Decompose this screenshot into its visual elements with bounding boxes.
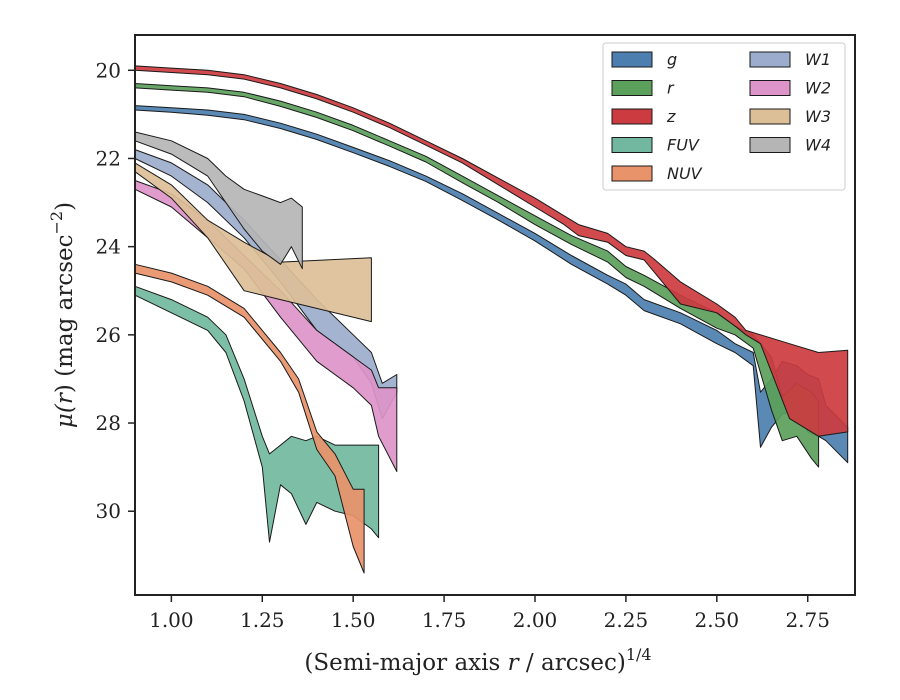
legend-swatch-r (611, 80, 653, 96)
legend: grz FUV NUV W1 W2 W3 W4 (602, 42, 846, 191)
band-g (134, 105, 849, 464)
legend-label-w4: W4 (805, 136, 831, 155)
legend-swatch-w4 (749, 137, 791, 153)
legend-label-fuv: FUV (667, 136, 700, 155)
y-tick-label: 28 (96, 411, 121, 435)
x-tick-label: 2.00 (513, 608, 558, 632)
x-tick-label: 2.50 (695, 608, 740, 632)
y-axis-label: μ(r) (mag arcsec−2) (47, 202, 78, 428)
band-fuv (134, 285, 380, 543)
band-z (134, 65, 849, 437)
x-axis-label: (Semi-major axis r / arcsec)1/4 (304, 645, 651, 676)
band-w4 (134, 131, 303, 270)
legend-label-nuv: NUV (667, 164, 703, 183)
legend-swatch-nuv (611, 165, 653, 182)
legend-swatch-z (611, 108, 653, 125)
x-tick-label: 2.75 (785, 608, 830, 632)
x-tick-label: 1.00 (149, 608, 194, 632)
x-axis-ticks: 1.00 1.25 1.50 1.75 2.00 2.25 2.50 2.75 (149, 595, 830, 632)
legend-swatch-w3 (749, 108, 791, 125)
plot-frame (134, 34, 856, 596)
band-nuv (134, 263, 365, 574)
x-tick-label: 1.25 (240, 608, 285, 632)
y-axis-ticks: 20 22 24 26 28 30 (96, 58, 135, 523)
band-r (134, 83, 820, 468)
x-tick-label: 1.75 (422, 608, 467, 632)
x-tick-label: 2.25 (604, 608, 649, 632)
y-tick-label: 24 (96, 235, 121, 259)
band-w3 (134, 162, 372, 323)
legend-box (602, 42, 846, 191)
y-tick-label: 22 (96, 146, 121, 170)
legend-label-w3: W3 (805, 107, 831, 126)
y-tick-label: 30 (96, 499, 121, 523)
legend-swatch-g (611, 51, 653, 68)
legend-swatch-w2 (749, 80, 791, 96)
legend-label-w2: W2 (805, 79, 831, 98)
legend-label-r: r (667, 79, 675, 98)
legend-label-z: z (666, 107, 676, 126)
legend-label-g: g (667, 50, 677, 69)
x-tick-label: 1.50 (331, 608, 376, 632)
legend-swatch-fuv (611, 137, 653, 153)
profile-bands (134, 65, 849, 574)
legend-label-w1: W1 (805, 50, 831, 69)
y-tick-label: 26 (96, 323, 121, 347)
y-tick-label: 20 (96, 58, 121, 82)
legend-swatch-w1 (749, 51, 791, 68)
